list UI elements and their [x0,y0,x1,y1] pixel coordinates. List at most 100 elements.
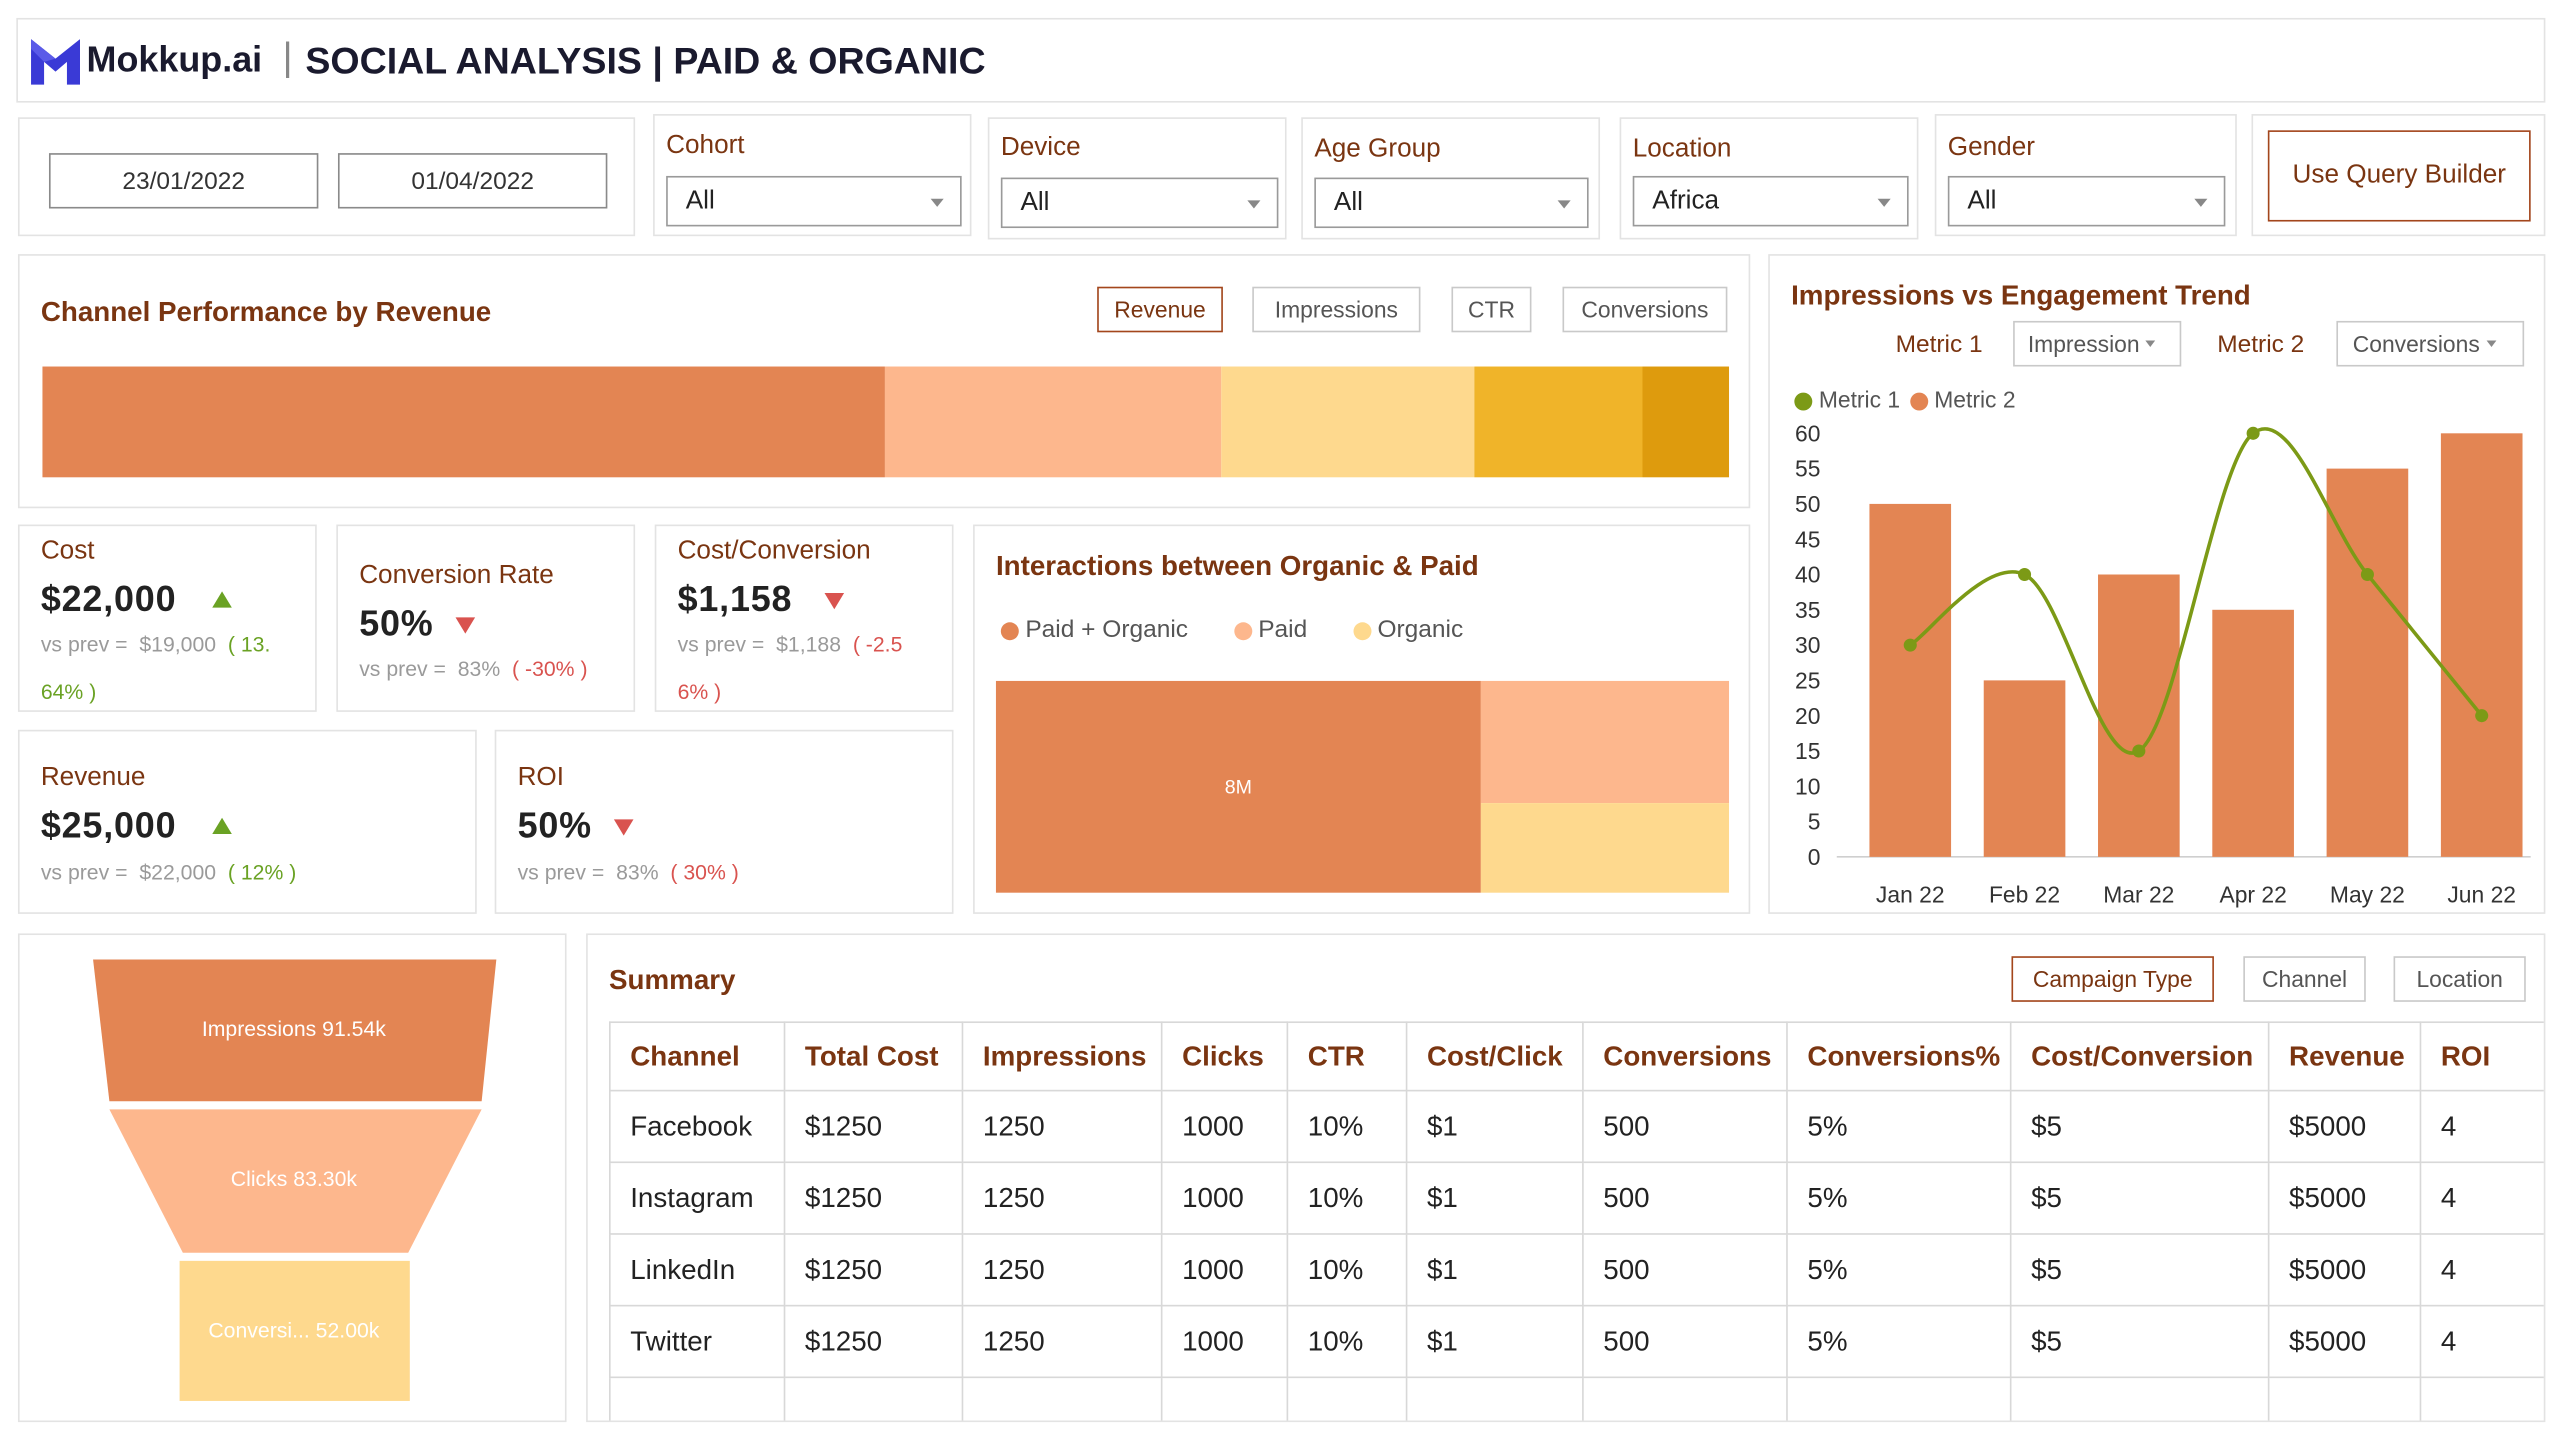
revenue-segment [1221,366,1475,478]
trend-down-icon [824,592,845,610]
table-cell: 10% [1287,1162,1408,1235]
col-conversions[interactable]: Conversions [1582,1021,1788,1092]
revenue-segment [884,366,1222,478]
y-tick-label: 50 [1795,491,1820,517]
prev-label: vs prev = [40,860,128,885]
col-total-cost[interactable]: Total Cost [784,1021,964,1092]
legend-label: Metric 2 [1934,386,2016,413]
metric1-select[interactable]: Impression [2013,320,2182,367]
revenue-segment [1642,366,1730,478]
header-bar: Mokkup.ai | SOCIAL ANALYSIS | PAID & ORG… [16,17,2546,103]
tab-conversions[interactable]: Conversions [1562,286,1728,333]
col-ctr[interactable]: CTR [1287,1021,1408,1092]
trend-title: Impressions vs Engagement Trend [1791,280,2251,312]
table-row[interactable]: Instagram $1250 1250 1000 10% $1 500 5% $5 $5000 4 [608,1162,2544,1235]
table-cell: 1000 [1161,1162,1289,1235]
table-cell: $1250 [784,1090,964,1164]
treemap-main-label: 8M [1224,775,1253,799]
table-cell: Twitter [608,1305,786,1379]
tab-campaign-type[interactable]: Campaign Type [2011,956,2214,1002]
col-cost-per-click[interactable]: Cost/Click [1406,1021,1584,1092]
device-label: Device [1000,133,1081,162]
use-query-builder-button[interactable]: Use Query Builder [2267,130,2531,222]
page-title: SOCIAL ANALYSIS | PAID & ORGANIC [305,39,986,82]
kpi-cost-per-conversion-prev: vs prev = $1,188 ( -2.5 6% ) [678,621,947,715]
query-builder-panel: Use Query Builder [2251,114,2546,237]
device-select[interactable]: All [1000,177,1279,229]
table-row[interactable]: Twitter $1250 1250 1000 10% $1 500 5% $5 $5000 4 [608,1305,2544,1379]
table-cell: 1250 [962,1162,1163,1235]
table-cell: 10% [1287,1090,1408,1164]
table-cell [2268,1377,2422,1421]
cohort-select[interactable]: All [666,175,962,227]
table-cell [1406,1377,1584,1421]
table-cell: 4 [2420,1305,2544,1379]
interactions-title: Interactions between Organic & Paid [995,550,1479,582]
table-cell: 5% [1786,1162,2012,1235]
table-cell: $5 [2010,1305,2270,1379]
gender-select[interactable]: All [1947,175,2226,227]
logo-text: Mokkup.ai [86,39,263,80]
metric2-value: Conversions [2352,330,2480,357]
table-cell: $5000 [2268,1090,2422,1164]
table-cell: 5% [1786,1233,2012,1307]
table-cell: 4 [2420,1090,2544,1164]
age-group-select[interactable]: All [1314,177,1589,229]
col-channel[interactable]: Channel [608,1021,786,1092]
prev-label: vs prev = [677,632,765,657]
tab-location[interactable]: Location [2393,956,2526,1002]
tab-impressions[interactable]: Impressions [1252,286,1421,333]
legend-item: Metric 2 [1909,386,2016,413]
table-cell: 1250 [962,1090,1163,1164]
change-value: ( -30% ) [512,656,588,681]
table-cell [1161,1377,1289,1421]
location-label: Location [1632,135,1732,163]
col-revenue[interactable]: Revenue [2268,1021,2422,1092]
x-tick-label: Jun 22 [2447,881,2516,907]
table-cell: $1 [1406,1162,1584,1235]
table-cell: $5000 [2268,1162,2422,1235]
chevron-down-icon [1557,200,1571,209]
funnel-label-impressions: Impressions 91.54k [201,1016,386,1041]
table-header-row: Channel Total Cost Impressions Clicks CT… [608,1021,2544,1092]
table-row[interactable]: Facebook $1250 1250 1000 10% $1 500 5% $5 $5000 4 [608,1090,2544,1164]
col-clicks[interactable]: Clicks [1161,1021,1289,1092]
table-cell: $1 [1406,1090,1584,1164]
metric2-select[interactable]: Conversions [2336,320,2525,367]
table-cell: $5000 [2268,1233,2422,1307]
date-from-input[interactable]: 23/01/2022 [48,153,319,209]
table-cell [962,1377,1163,1421]
location-select[interactable]: Africa [1632,175,1909,227]
col-conversions-pct[interactable]: Conversions% [1786,1021,2012,1092]
table-cell: 500 [1582,1162,1788,1235]
bar-feb-22 [1983,680,2066,857]
table-cell: 500 [1582,1233,1788,1307]
table-cell [2420,1377,2544,1421]
col-roi[interactable]: ROI [2420,1021,2544,1092]
table-cell: Facebook [608,1090,786,1164]
gender-label: Gender [1947,133,2035,162]
col-impressions[interactable]: Impressions [962,1021,1163,1092]
table-row[interactable]: LinkedIn $1250 1250 1000 10% $1 500 5% $5 $5000 4 [608,1233,2544,1307]
tab-channel[interactable]: Channel [2243,956,2366,1002]
trend-legend: Metric 1 Metric 2 [1794,386,2016,413]
kpi-cost-label: Cost [40,537,95,566]
chevron-down-icon [2486,340,2497,347]
kpi-conversion-rate-card: Conversion Rate 50% vs prev = 83% ( -30%… [336,524,636,712]
metric1-point [2132,744,2146,758]
kpi-roi-value: 50% [517,804,592,846]
kpi-roi-card: ROI 50% vs prev = 83% ( 30% ) [494,729,954,914]
date-to-input[interactable]: 01/04/2022 [337,153,608,209]
kpi-revenue-value: $25,000 [40,804,177,846]
tab-revenue[interactable]: Revenue [1097,286,1223,333]
col-cost-per-conversion[interactable]: Cost/Conversion [2010,1021,2270,1092]
funnel-card: Impressions 91.54k Clicks 83.30k Convers… [17,933,567,1423]
tab-ctr[interactable]: CTR [1451,286,1532,333]
device-value: All [1020,188,1050,216]
y-tick-label: 20 [1795,703,1820,729]
table-cell [1582,1377,1788,1421]
legend-item: Paid + Organic [1000,616,1188,643]
table-cell: 5% [1786,1305,2012,1379]
y-tick-label: 0 [1808,844,1821,870]
kpi-cost-prev: vs prev = $19,000 ( 13. 64% ) [41,621,310,715]
